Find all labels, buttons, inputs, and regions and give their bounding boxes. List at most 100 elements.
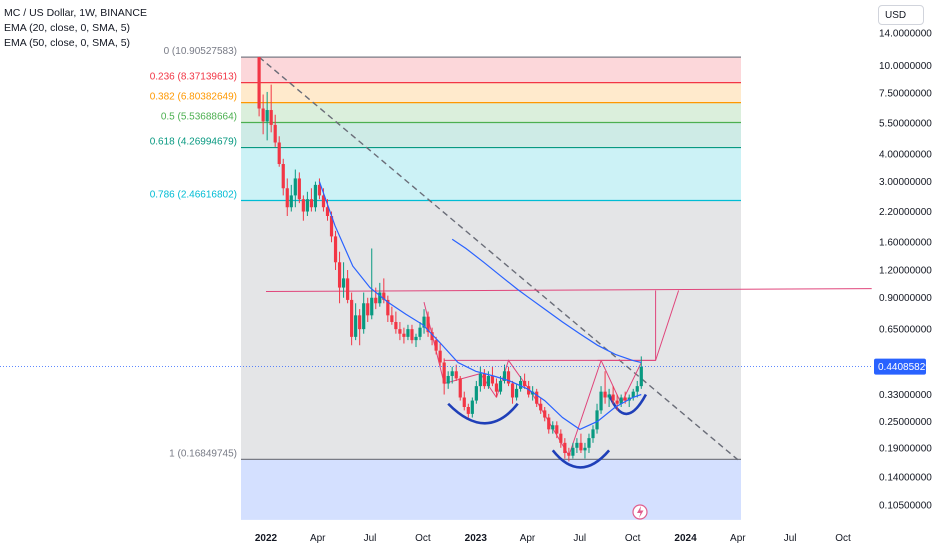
candle[interactable]: [567, 447, 571, 462]
candle[interactable]: [438, 343, 442, 367]
candle[interactable]: [615, 394, 619, 411]
candle[interactable]: [285, 178, 289, 217]
candle[interactable]: [547, 413, 551, 434]
candle[interactable]: [366, 297, 370, 322]
candle[interactable]: [571, 442, 575, 459]
candle[interactable]: [635, 380, 639, 398]
candle[interactable]: [607, 388, 611, 407]
candle[interactable]: [362, 292, 366, 334]
candle[interactable]: [277, 136, 281, 167]
candle[interactable]: [619, 394, 623, 407]
candle[interactable]: [462, 391, 466, 411]
event-marker[interactable]: [632, 504, 648, 520]
candle[interactable]: [422, 309, 426, 334]
candle[interactable]: [354, 303, 358, 341]
candle[interactable]: [333, 230, 338, 270]
candle[interactable]: [595, 403, 599, 434]
currency-selector[interactable]: USD: [878, 5, 924, 25]
candle[interactable]: [374, 287, 378, 310]
candle[interactable]: [611, 386, 615, 404]
candle[interactable]: [466, 403, 470, 418]
candle[interactable]: [257, 57, 261, 117]
candle[interactable]: [406, 324, 410, 341]
candle[interactable]: [518, 375, 523, 392]
candle[interactable]: [470, 397, 474, 418]
candle[interactable]: [337, 251, 342, 304]
candle[interactable]: [510, 380, 515, 404]
indicator-ema-50[interactable]: EMA (50, close, 0, SMA, 5): [4, 37, 131, 49]
cup-arc-1[interactable]: [551, 449, 611, 469]
cup-arc-0[interactable]: [447, 402, 519, 425]
candle[interactable]: [390, 306, 394, 325]
indicator-ema-20[interactable]: EMA (20, close, 0, SMA, 5): [4, 22, 131, 34]
candle[interactable]: [583, 442, 587, 459]
cup-arc-2[interactable]: [607, 393, 648, 415]
target-path[interactable]: [597, 290, 680, 361]
candle[interactable]: [301, 195, 305, 221]
candle[interactable]: [269, 84, 273, 133]
candle[interactable]: [446, 371, 450, 389]
candle[interactable]: [350, 292, 354, 346]
candle[interactable]: [346, 269, 350, 304]
candle[interactable]: [418, 321, 422, 341]
candle[interactable]: [410, 324, 414, 344]
candle[interactable]: [370, 248, 374, 320]
candle[interactable]: [539, 397, 543, 414]
candle[interactable]: [551, 421, 555, 434]
candle[interactable]: [414, 333, 418, 348]
candle[interactable]: [639, 356, 643, 389]
candle[interactable]: [603, 371, 607, 404]
candle[interactable]: [402, 327, 406, 344]
candle[interactable]: [555, 421, 559, 439]
descending-trendline[interactable]: [258, 56, 739, 461]
neckline-major[interactable]: [265, 288, 872, 292]
candle[interactable]: [281, 158, 285, 196]
ema-line-0[interactable]: [318, 181, 642, 431]
candle[interactable]: [523, 373, 527, 389]
candle[interactable]: [490, 366, 495, 387]
candle[interactable]: [297, 172, 301, 204]
candle[interactable]: [506, 366, 511, 387]
candle[interactable]: [535, 388, 539, 407]
candle[interactable]: [482, 368, 486, 389]
candle[interactable]: [289, 184, 293, 212]
candle[interactable]: [313, 181, 318, 212]
candle[interactable]: [631, 388, 635, 401]
candle[interactable]: [265, 91, 269, 141]
candle[interactable]: [341, 262, 346, 298]
candle[interactable]: [599, 386, 603, 414]
candle[interactable]: [559, 429, 563, 448]
candle[interactable]: [514, 383, 519, 401]
candle[interactable]: [579, 433, 583, 454]
candle[interactable]: [273, 114, 277, 147]
candle[interactable]: [563, 438, 567, 459]
candle[interactable]: [434, 336, 438, 355]
candle[interactable]: [430, 327, 434, 346]
candle[interactable]: [442, 358, 446, 395]
x-tick-label: Apr: [520, 533, 536, 544]
candle[interactable]: [494, 378, 499, 398]
candle[interactable]: [502, 364, 507, 384]
candle[interactable]: [498, 375, 503, 395]
ema-line-1[interactable]: [451, 238, 642, 364]
candle[interactable]: [591, 425, 595, 443]
candle[interactable]: [378, 282, 382, 307]
candle[interactable]: [394, 311, 398, 334]
candle[interactable]: [543, 406, 547, 422]
candle[interactable]: [575, 438, 579, 454]
candle[interactable]: [398, 321, 402, 341]
candle[interactable]: [426, 311, 430, 337]
candle[interactable]: [305, 191, 309, 217]
candle[interactable]: [587, 433, 591, 454]
candle[interactable]: [478, 366, 482, 392]
candle[interactable]: [450, 366, 454, 384]
candle[interactable]: [293, 169, 297, 208]
candle[interactable]: [386, 295, 390, 322]
candle[interactable]: [458, 375, 462, 401]
candle[interactable]: [358, 309, 362, 346]
candle[interactable]: [309, 188, 314, 212]
candle[interactable]: [261, 94, 265, 135]
candle[interactable]: [454, 364, 458, 381]
candle[interactable]: [474, 380, 478, 404]
